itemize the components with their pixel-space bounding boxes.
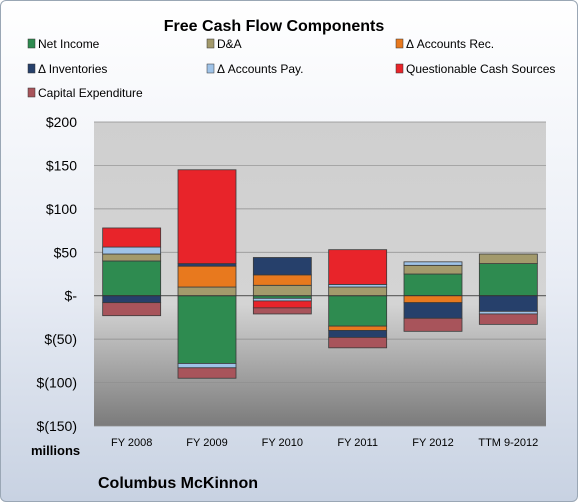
legend-item-net-income: Net Income [27,37,100,51]
y-tick-label: $(50) [44,331,77,347]
legend-label: Δ Accounts Pay. [217,62,304,76]
y-tick-label: $(100) [37,375,77,391]
legend-swatch [395,38,404,49]
bar-questionable-cash-sources [102,227,162,248]
stacked-bars [102,169,538,379]
bar-delta-accounts-pay [102,246,162,255]
legend-item-delta-accounts-rec: Δ Accounts Rec. [395,37,494,51]
chart-legend: Net Income D&A Δ Accounts Rec. Δ Inventorie… [27,37,555,100]
bar-questionable-cash-sources [328,249,388,285]
plot-area [94,122,546,426]
bar-net-income [478,263,538,297]
chart-title: Free Cash Flow Components [164,18,385,35]
units-label: millions [31,443,80,458]
x-tick-label: FY 2011 [337,437,378,449]
bar-delta-accounts-rec [177,265,237,288]
bar-d-a [328,286,388,297]
bar-questionable-cash-sources [177,169,237,264]
legend-label: Δ Inventories [38,62,107,76]
bar-delta-accounts-rec [328,325,388,331]
bar-net-income [177,295,237,364]
legend-swatch [27,87,36,98]
bar-net-income [102,260,162,297]
bar-capital-expenditure [177,367,237,379]
legend-item-delta-inventories: Δ Inventories [27,62,107,76]
x-tick-label: TTM 9-2012 [478,437,538,449]
bar-capital-expenditure [252,307,312,315]
legend-item-d-a: D&A [206,37,242,51]
bar-capital-expenditure [328,337,388,349]
bar-delta-inventories [478,295,538,312]
legend-swatch [206,38,215,49]
bar-delta-inventories [328,330,388,338]
legend-label: Δ Accounts Rec. [406,37,494,51]
x-tick-label: FY 2012 [412,437,453,449]
bar-questionable-cash-sources [252,300,312,309]
company-name: Columbus McKinnon [98,475,258,492]
legend-item-delta-accounts-pay: Δ Accounts Pay. [206,62,304,76]
x-tick-label: FY 2010 [262,437,303,449]
legend-swatch [206,63,215,74]
bar-net-income [403,273,463,297]
bar-d-a [403,264,463,275]
legend-label: Net Income [38,37,100,51]
x-tick-label: FY 2009 [186,437,227,449]
legend-label: Capital Expenditure [38,86,143,100]
y-axis-tick-labels: $200 $150 $100 $50 $- $(50) $(100) $(150) [37,114,78,434]
y-tick-label: $200 [46,114,77,130]
bar-capital-expenditure [102,302,162,317]
bar-delta-inventories [403,302,463,319]
bar-delta-inventories [102,295,162,304]
bar-delta-accounts-pay [177,363,237,369]
y-tick-label: $150 [46,157,77,173]
bar-net-income [328,295,388,327]
legend-item-questionable-cash-sources: Questionable Cash Sources [395,62,555,76]
y-tick-label: $- [65,288,78,304]
y-tick-label: $50 [54,244,78,260]
legend-swatch [27,63,36,74]
bar-delta-accounts-pay [403,261,463,266]
x-axis-tick-labels: FY 2008 FY 2009 FY 2010 FY 2011 FY 2012 TTM 9… [111,437,538,449]
legend-swatch [395,63,404,74]
bar-d-a [102,253,162,262]
legend-label: D&A [217,37,242,51]
x-tick-label: FY 2008 [111,437,152,449]
y-tick-label: $100 [46,201,77,217]
bar-d-a [478,253,538,264]
bar-delta-inventories [252,257,312,276]
bar-capital-expenditure [478,313,538,325]
bar-delta-accounts-rec [403,295,463,304]
bar-d-a [177,286,237,297]
bar-capital-expenditure [403,317,463,332]
legend-swatch [27,38,36,49]
legend-item-capital-expenditure: Capital Expenditure [27,86,143,100]
bar-delta-accounts-rec [252,274,312,286]
bar-d-a [252,284,312,297]
y-tick-label: $(150) [37,418,77,434]
legend-label: Questionable Cash Sources [406,62,555,76]
